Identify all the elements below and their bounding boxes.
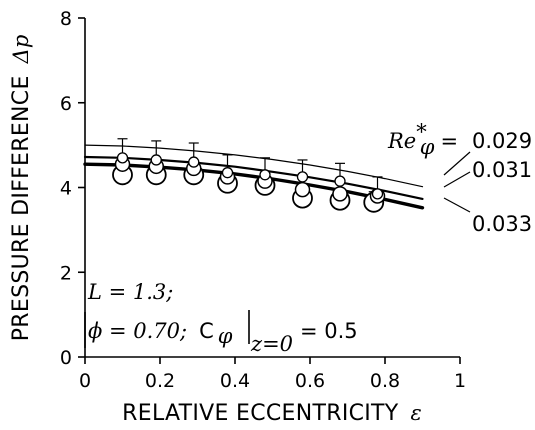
data-points: [112, 138, 386, 213]
label-0031: 0.031: [472, 158, 532, 182]
data-point-0.029: [221, 167, 234, 179]
svg-text:PRESSURE DIFFERENCE Δp: PRESSURE DIFFERENCE Δp: [9, 35, 34, 342]
curve-labels: Re* φ = 0.029 0.031 0.033: [387, 120, 532, 236]
x-tick-label: 0.8: [370, 370, 400, 392]
y-tick-label: 2: [60, 262, 72, 284]
x-axis-title: RELATIVE ECCENTRICITY ε: [122, 401, 422, 426]
y-tick-label: 4: [60, 178, 72, 200]
x-tick-label: 0.4: [220, 370, 250, 392]
x-tick-label: 0.6: [295, 370, 325, 392]
annotation-length: L = 1.3;: [87, 280, 173, 304]
y-tick-label: 6: [60, 93, 72, 115]
fit-curve-0.029: [84, 144, 424, 188]
annotation-length-text: L = 1.3;: [87, 280, 173, 304]
y-axis-title: PRESSURE DIFFERENCE Δp: [9, 35, 34, 342]
ticks-group: 0 0.2 0.4 0.6 0.8 1 0 2 4 6 8: [60, 8, 466, 392]
y-axis-label: PRESSURE DIFFERENCE: [9, 75, 34, 341]
label-0033: 0.033: [472, 212, 532, 236]
leader-0033: [443, 197, 471, 213]
y-axis-symbol: Δp: [9, 35, 33, 65]
annotation-phi: ϕ = 0.70; C φ: [88, 319, 233, 348]
data-point-0.031: [294, 181, 311, 198]
data-point-0.029: [150, 154, 162, 166]
annotation-subscript: z=0: [250, 332, 293, 356]
y-tick-label: 8: [60, 8, 72, 30]
annotation-value: = 0.5: [300, 319, 358, 343]
x-tick-label: 0: [79, 370, 91, 392]
leader-0029: [443, 151, 471, 176]
y-tick-label: 0: [60, 347, 72, 369]
fit-curve-0.031: [83, 155, 424, 200]
x-tick-label: 1: [454, 370, 466, 392]
data-point-0.029: [334, 175, 346, 187]
data-point-0.029: [296, 171, 309, 183]
annotation-phi-text: ϕ = 0.70;: [88, 319, 187, 343]
data-point-0.031: [332, 186, 348, 202]
data-point-0.029: [259, 169, 271, 181]
data-point-0.029: [371, 188, 384, 200]
label-0029: 0.029: [472, 129, 532, 153]
annotation-c: C: [199, 319, 214, 343]
x-tick-label: 0.2: [145, 370, 175, 392]
legend-title: Re* φ =: [387, 120, 458, 159]
data-point-0.029: [188, 156, 200, 168]
data-point-0.029: [116, 152, 129, 164]
x-axis-label: RELATIVE ECCENTRICITY: [122, 401, 399, 426]
leader-0031: [443, 171, 471, 188]
x-axis-symbol: ε: [411, 401, 422, 425]
